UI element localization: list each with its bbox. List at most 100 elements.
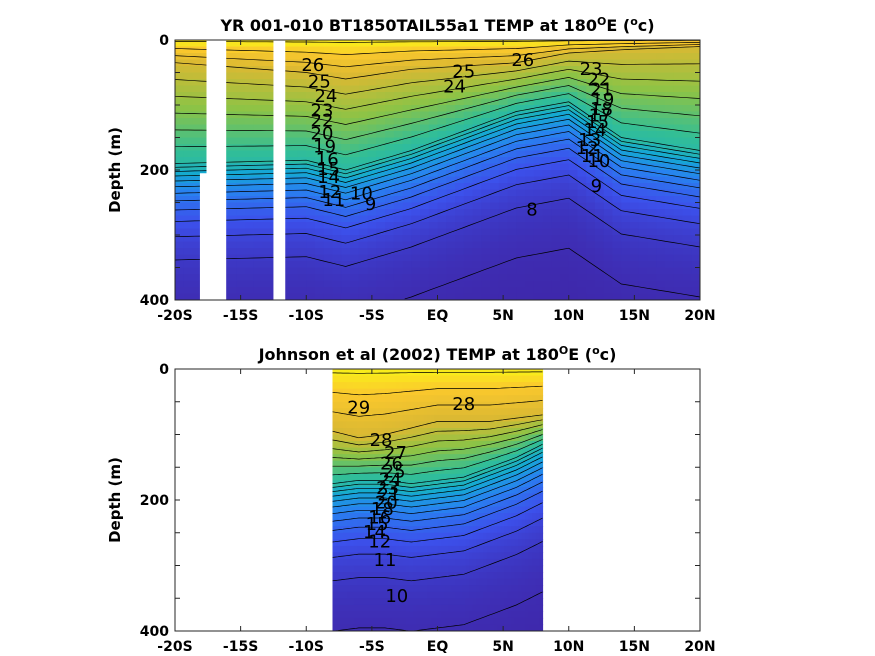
heatmap-cell — [630, 79, 640, 87]
heatmap-cell — [385, 274, 395, 282]
isotherm-21 — [332, 439, 543, 476]
heatmap-cell — [533, 92, 544, 100]
heatmap-cell — [350, 441, 355, 449]
heatmap-cell — [479, 585, 484, 593]
heatmap-cell — [525, 598, 530, 606]
heatmap-cell — [183, 202, 194, 210]
heatmap-cell — [483, 467, 488, 475]
isotherm-17 — [332, 456, 543, 497]
heatmap-cell — [336, 598, 341, 606]
heatmap-cell — [539, 617, 544, 626]
heatmap-cell — [612, 293, 622, 300]
heatmap-cell — [192, 111, 202, 119]
heatmap-cell — [535, 591, 540, 599]
heatmap-cell — [297, 280, 307, 288]
heatmap-cell — [630, 53, 640, 61]
heatmap-cell — [323, 46, 334, 54]
heatmap-cell — [511, 375, 516, 383]
heatmap-cell — [444, 480, 449, 488]
heatmap-cell — [434, 545, 439, 553]
heatmap-cell — [245, 261, 255, 269]
heatmap-cell — [341, 163, 351, 171]
heatmap-cell — [516, 280, 526, 288]
heatmap-cell — [621, 85, 631, 93]
heatmap-cell — [446, 209, 456, 217]
heatmap-cell — [343, 611, 348, 619]
heatmap-cell — [374, 572, 379, 580]
heatmap-cell — [175, 293, 185, 300]
heatmap-cell — [360, 473, 365, 481]
heatmap-cell — [388, 388, 393, 396]
heatmap-cell — [402, 118, 412, 126]
heatmap-cell — [446, 222, 456, 230]
heatmap-cell — [245, 176, 255, 184]
heatmap-cell — [514, 532, 519, 540]
heatmap-cell — [395, 519, 400, 527]
heatmap-cell — [367, 414, 372, 422]
heatmap-cell — [469, 617, 474, 626]
heatmap-cell — [420, 585, 425, 593]
heatmap-cell — [376, 157, 386, 165]
heatmap-cell — [514, 539, 519, 547]
heatmap-cell — [378, 617, 383, 626]
heatmap-cell — [647, 124, 657, 132]
heatmap-cell — [420, 170, 430, 178]
heatmap-cell — [472, 506, 477, 514]
heatmap-cell — [507, 196, 517, 204]
heatmap-cell — [367, 72, 377, 80]
heatmap-cell — [411, 124, 421, 132]
heatmap-cell — [288, 287, 299, 295]
heatmap-cell — [665, 293, 675, 300]
heatmap-cell — [673, 40, 684, 48]
heatmap-cell — [385, 539, 390, 547]
heatmap-cell — [500, 500, 505, 508]
heatmap-cell — [472, 414, 477, 422]
heatmap-cell — [374, 585, 379, 593]
heatmap-cell — [353, 578, 358, 586]
heatmap-cell — [448, 598, 453, 606]
heatmap-cell — [253, 72, 264, 80]
heatmap-cell — [339, 611, 344, 619]
heatmap-cell — [525, 92, 535, 100]
heatmap-cell — [493, 460, 498, 468]
heatmap-cell — [665, 150, 675, 158]
heatmap-cell — [378, 526, 383, 534]
heatmap-cell — [586, 202, 596, 210]
heatmap-cell — [227, 59, 237, 67]
heatmap-cell — [560, 176, 570, 184]
heatmap-cell — [402, 552, 407, 560]
contour-label: 28 — [370, 430, 393, 451]
heatmap-cell — [245, 40, 255, 48]
heatmap-cell — [476, 519, 481, 527]
heatmap-cell — [406, 454, 411, 462]
heatmap-cell — [446, 72, 456, 80]
heatmap-cell — [437, 131, 447, 139]
heatmap-cell — [423, 401, 428, 409]
heatmap-cell — [465, 572, 470, 580]
heatmap-cell — [388, 578, 393, 586]
heatmap-cell — [395, 578, 400, 586]
heatmap-cell — [441, 388, 446, 396]
heatmap-cell — [497, 578, 502, 586]
heatmap-cell — [395, 447, 400, 455]
heatmap-cell — [437, 395, 442, 403]
heatmap-cell — [406, 467, 411, 475]
heatmap-cell — [612, 98, 622, 106]
heatmap-cell — [245, 79, 255, 87]
heatmap-cell — [306, 228, 316, 236]
heatmap-cell — [306, 53, 316, 61]
heatmap-cell — [236, 183, 246, 191]
heatmap-cell — [297, 176, 307, 184]
heatmap-cell — [385, 460, 390, 468]
heatmap-cell — [434, 578, 439, 586]
heatmap-cell — [535, 395, 540, 403]
heatmap-cell — [621, 215, 631, 223]
heatmap-cell — [441, 598, 446, 606]
heatmap-cell — [514, 473, 519, 481]
heatmap-cell — [357, 493, 362, 501]
heatmap-cell — [297, 235, 307, 243]
heatmap-cell — [472, 552, 477, 560]
heatmap-cell — [346, 591, 351, 599]
heatmap-cell — [339, 395, 344, 403]
heatmap-cell — [465, 493, 470, 501]
